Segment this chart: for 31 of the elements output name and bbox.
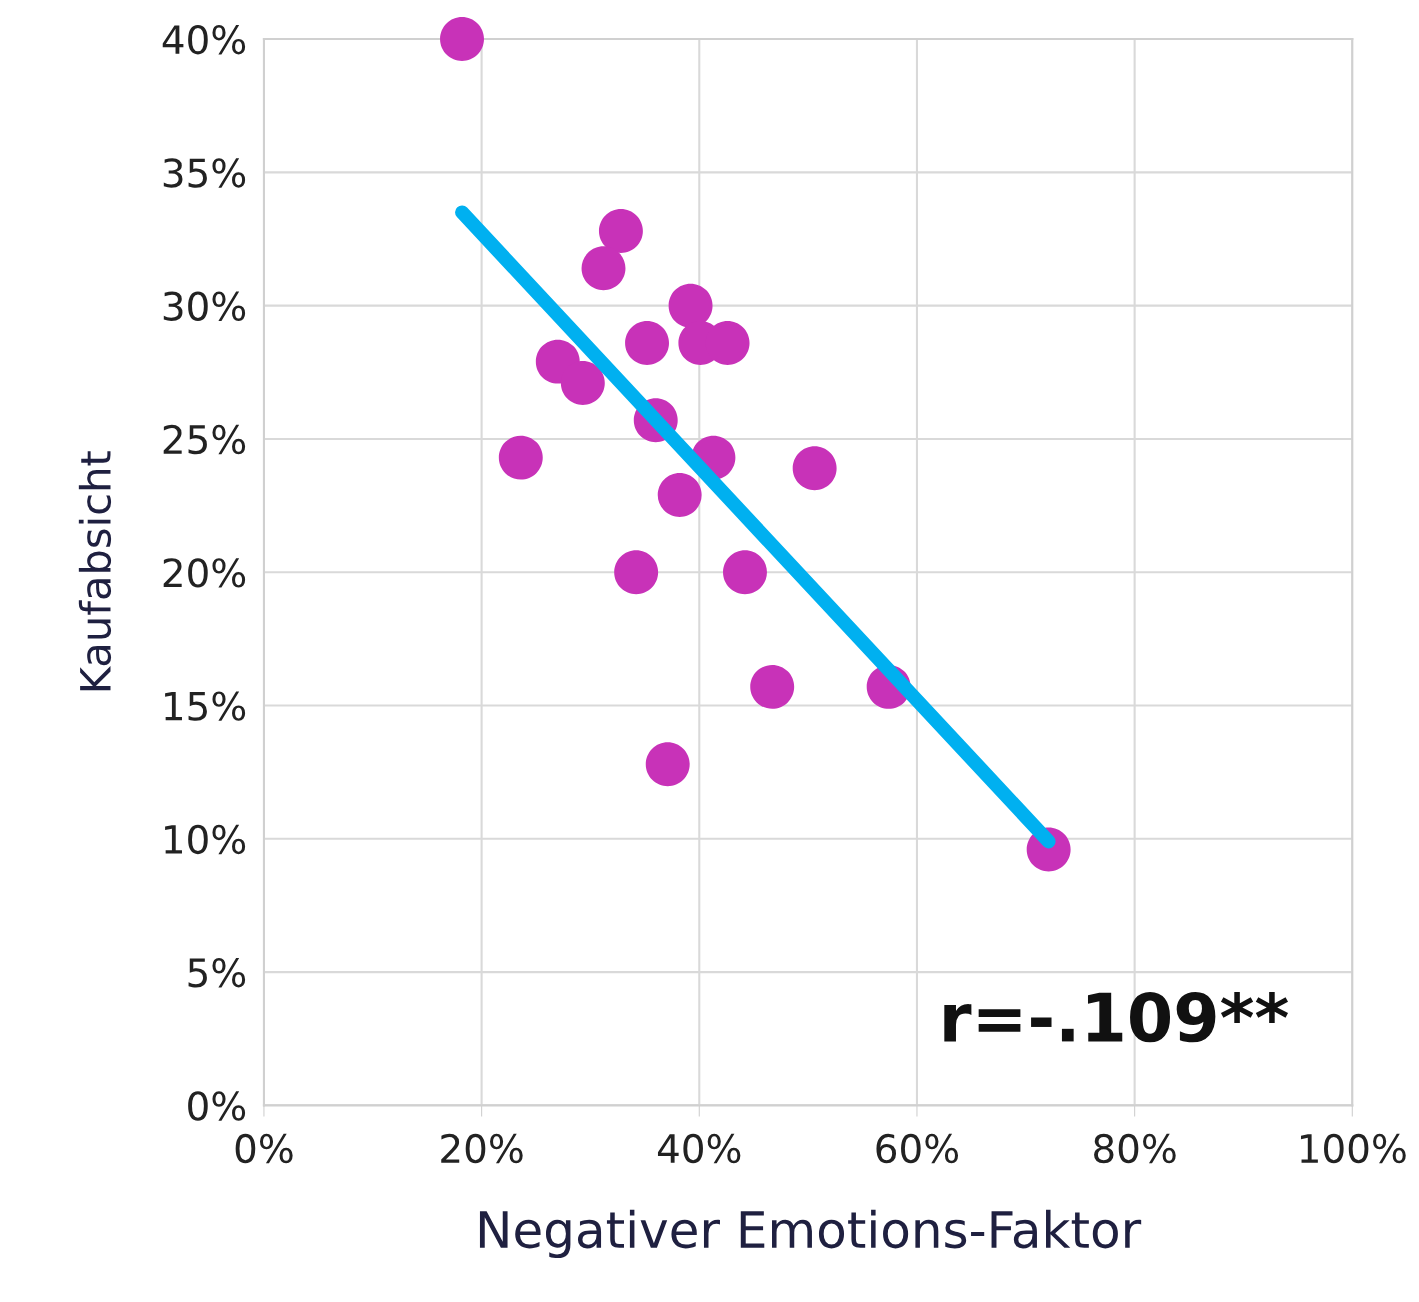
- x-tick-label: 100%: [1300, 1133, 1406, 1164]
- point: [498, 435, 543, 480]
- y-tick-label: 30%: [163, 291, 246, 321]
- point: [625, 321, 669, 365]
- point: [750, 664, 795, 709]
- x-tick-label: 0%: [235, 1133, 293, 1164]
- y-tick-label: 25%: [163, 424, 246, 455]
- point: [440, 17, 484, 62]
- y-tick-label: 15%: [165, 691, 246, 721]
- point: [723, 550, 767, 595]
- point: [614, 550, 659, 595]
- y-tick-label: 40%: [162, 24, 246, 55]
- point: [792, 446, 837, 491]
- y-tick-label: 35%: [163, 158, 246, 188]
- x-tick-label: 20%: [441, 1133, 523, 1164]
- point: [657, 472, 702, 517]
- point: [581, 246, 626, 291]
- y-tick-label: 20%: [163, 558, 246, 588]
- y-tick-label: 0%: [188, 1091, 246, 1121]
- x-tick-label: 60%: [876, 1133, 959, 1164]
- x-axis-title: Negativer Emotions-Faktor: [479, 1209, 1142, 1259]
- y-tick-label: 10%: [165, 824, 246, 855]
- x-tick-label: 40%: [657, 1133, 741, 1164]
- point: [645, 742, 690, 787]
- point: [598, 209, 643, 253]
- y-tick-label: 5%: [188, 958, 246, 988]
- point: [560, 360, 605, 405]
- annotation: r=-.109**: [944, 991, 1289, 1043]
- x-tick-label: 80%: [1094, 1133, 1176, 1164]
- point: [668, 283, 713, 328]
- y-axis-title: Kaufabsicht: [78, 451, 112, 691]
